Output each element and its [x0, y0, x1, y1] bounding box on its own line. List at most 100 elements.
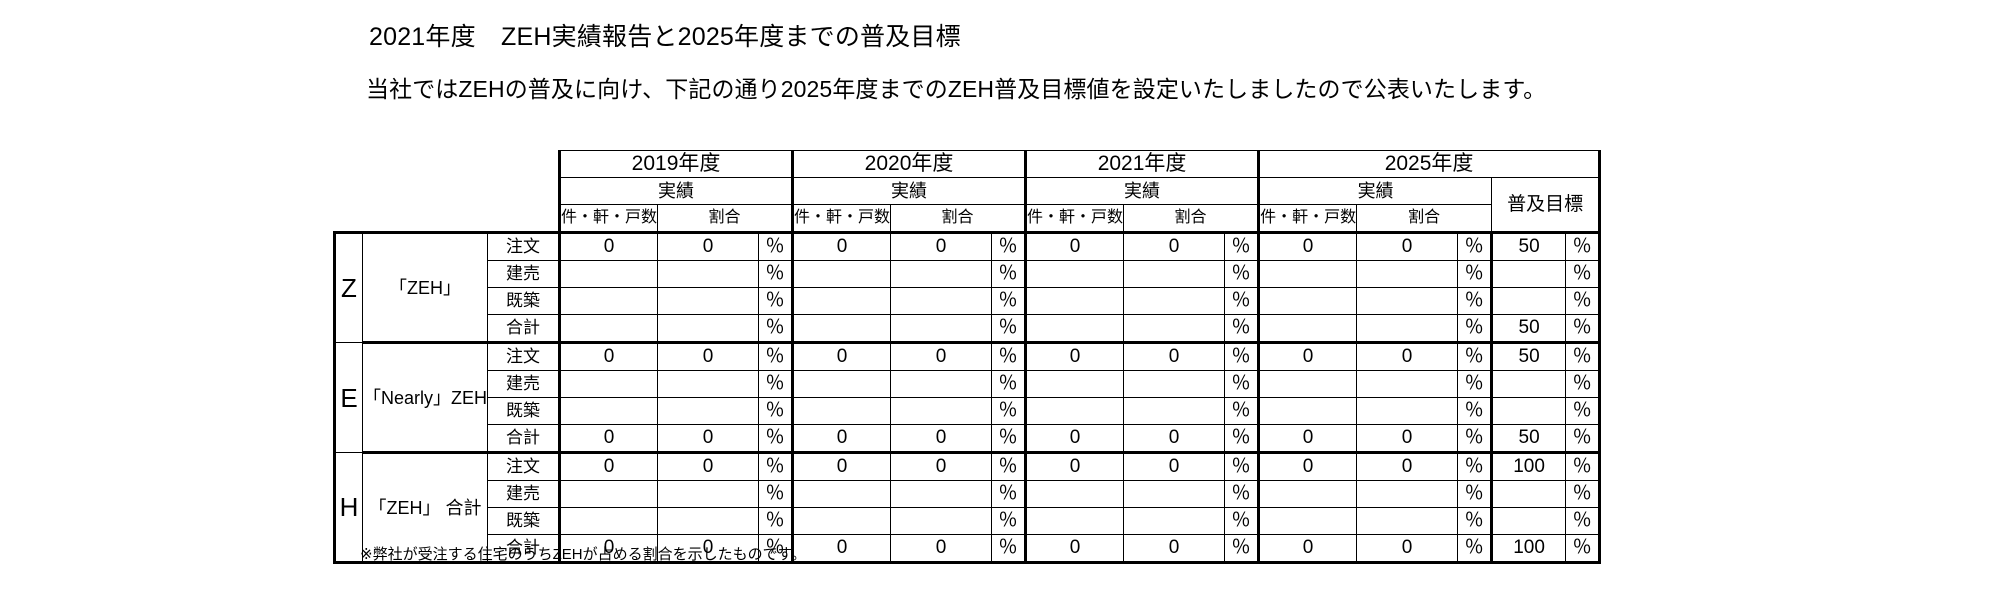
- cell-goal-2025: [1490, 397, 1567, 425]
- percent-symbol: ％: [1224, 397, 1260, 425]
- header-corner-spacer: [487, 150, 560, 178]
- row-type-label: 建売: [487, 480, 561, 508]
- zeh-table-container: 2019年度 2020年度 2021年度 2025年度 実績 実績 実績 実績 …: [333, 150, 1602, 564]
- table-row: H 「ZEH」 合計 注文 0 0 ％ 0 0 ％ 0 0 ％ 0 0 ％ 10…: [333, 451, 1602, 564]
- cell-count-2021: 0: [1024, 534, 1125, 564]
- table-row: 合計 0 0 ％ 0 0 ％ 0 0 ％ 0 0 ％ 50 ％: [335, 424, 1602, 453]
- cell-ratio-2020: [890, 287, 993, 315]
- cell-count-2025: 0: [1257, 231, 1358, 261]
- percent-symbol: ％: [1224, 451, 1260, 481]
- table-row: 既築 ％ ％ ％ ％ ％: [335, 397, 1602, 425]
- percent-symbol: ％: [1457, 341, 1493, 371]
- cell-count-2021: [1024, 480, 1125, 508]
- cell-ratio-2019: [657, 287, 760, 315]
- result-header-2020: 実績: [791, 177, 1027, 205]
- cell-count-2019: [558, 287, 659, 315]
- row-type-label: 建売: [487, 260, 561, 288]
- cell-count-2021: [1024, 314, 1125, 343]
- percent-symbol: ％: [1565, 260, 1602, 288]
- percent-symbol: ％: [1457, 397, 1493, 425]
- cell-goal-2025: 50: [1490, 424, 1567, 453]
- percent-symbol: ％: [1565, 507, 1602, 535]
- percent-symbol: ％: [991, 231, 1027, 261]
- row-type-label: 注文: [487, 231, 561, 261]
- cell-count-2025: [1257, 314, 1358, 343]
- result-header-2021: 実績: [1024, 177, 1260, 205]
- percent-symbol: ％: [991, 507, 1027, 535]
- cell-goal-2025: 50: [1490, 231, 1567, 261]
- cell-ratio-2025: [1356, 287, 1459, 315]
- header-corner-spacer: [334, 150, 363, 178]
- table-row: 既築 ％ ％ ％ ％ ％: [335, 507, 1602, 535]
- cell-ratio-2019: 0: [657, 451, 760, 481]
- cell-ratio-2025: 0: [1356, 451, 1459, 481]
- percent-symbol: ％: [758, 231, 794, 261]
- cell-ratio-2020: 0: [890, 341, 993, 371]
- ratio-header-2019: 割合: [657, 204, 794, 233]
- percent-symbol: ％: [1457, 451, 1493, 481]
- cell-count-2021: [1024, 507, 1125, 535]
- percent-symbol: ％: [1565, 480, 1602, 508]
- cell-ratio-2019: [657, 370, 760, 398]
- cell-ratio-2021: 0: [1123, 534, 1226, 564]
- percent-symbol: ％: [991, 370, 1027, 398]
- percent-symbol: ％: [1457, 370, 1493, 398]
- count-header-2020: 件・軒・戸数: [791, 204, 892, 233]
- cell-count-2019: 0: [558, 451, 659, 481]
- ratio-header-2021: 割合: [1123, 204, 1260, 233]
- category-name-zeh-total: 「ZEH」 合計: [361, 451, 489, 564]
- year-header-2020: 2020年度: [791, 150, 1027, 178]
- count-header-2019: 件・軒・戸数: [558, 204, 659, 233]
- row-type-label: 既築: [487, 287, 561, 315]
- cell-count-2019: 0: [558, 341, 659, 371]
- cell-count-2020: [791, 260, 892, 288]
- header-corner-spacer: [362, 204, 488, 233]
- cell-ratio-2025: 0: [1356, 231, 1459, 261]
- percent-symbol: ％: [1457, 231, 1493, 261]
- cell-count-2020: 0: [791, 231, 892, 261]
- cell-count-2025: 0: [1257, 451, 1358, 481]
- percent-symbol: ％: [1457, 534, 1493, 564]
- cell-ratio-2020: [890, 314, 993, 343]
- percent-symbol: ％: [1565, 424, 1602, 453]
- row-type-label: 注文: [487, 451, 561, 481]
- percent-symbol: ％: [1565, 370, 1602, 398]
- percent-symbol: ％: [758, 397, 794, 425]
- row-type-label: 建売: [487, 370, 561, 398]
- percent-symbol: ％: [758, 287, 794, 315]
- percent-symbol: ％: [1224, 341, 1260, 371]
- table-row: 既築 ％ ％ ％ ％ ％: [335, 287, 1602, 315]
- percent-symbol: ％: [991, 451, 1027, 481]
- header-corner-spacer: [487, 204, 560, 233]
- cell-ratio-2019: 0: [657, 534, 760, 564]
- cell-ratio-2019: [657, 314, 760, 343]
- percent-symbol: ％: [1565, 534, 1602, 564]
- cell-goal-2025: [1490, 287, 1567, 315]
- cell-ratio-2019: [657, 480, 760, 508]
- side-letter-e: E: [333, 342, 363, 453]
- percent-symbol: ％: [1224, 260, 1260, 288]
- percent-symbol: ％: [758, 260, 794, 288]
- cell-count-2021: [1024, 287, 1125, 315]
- ratio-header-2020: 割合: [890, 204, 1027, 233]
- cell-count-2020: [791, 397, 892, 425]
- year-header-2021: 2021年度: [1024, 150, 1260, 178]
- percent-symbol: ％: [1457, 314, 1493, 343]
- header-corner-spacer: [334, 177, 363, 205]
- side-letter-h: H: [333, 452, 363, 564]
- cell-ratio-2021: [1123, 480, 1226, 508]
- percent-symbol: ％: [1565, 341, 1602, 371]
- percent-symbol: ％: [758, 451, 794, 481]
- cell-ratio-2021: [1123, 507, 1226, 535]
- goal-header-2025: 普及目標: [1491, 177, 1602, 233]
- percent-symbol: ％: [758, 424, 794, 453]
- cell-goal-2025: 100: [1490, 451, 1567, 481]
- category-name-zeh: 「ZEH」: [361, 231, 489, 343]
- row-type-label: 既築: [487, 397, 561, 425]
- cell-ratio-2020: 0: [890, 534, 993, 564]
- cell-goal-2025: 50: [1490, 314, 1567, 343]
- cell-ratio-2025: [1356, 314, 1459, 343]
- cell-count-2019: [558, 314, 659, 343]
- cell-goal-2025: [1490, 260, 1567, 288]
- cell-ratio-2021: 0: [1123, 451, 1226, 481]
